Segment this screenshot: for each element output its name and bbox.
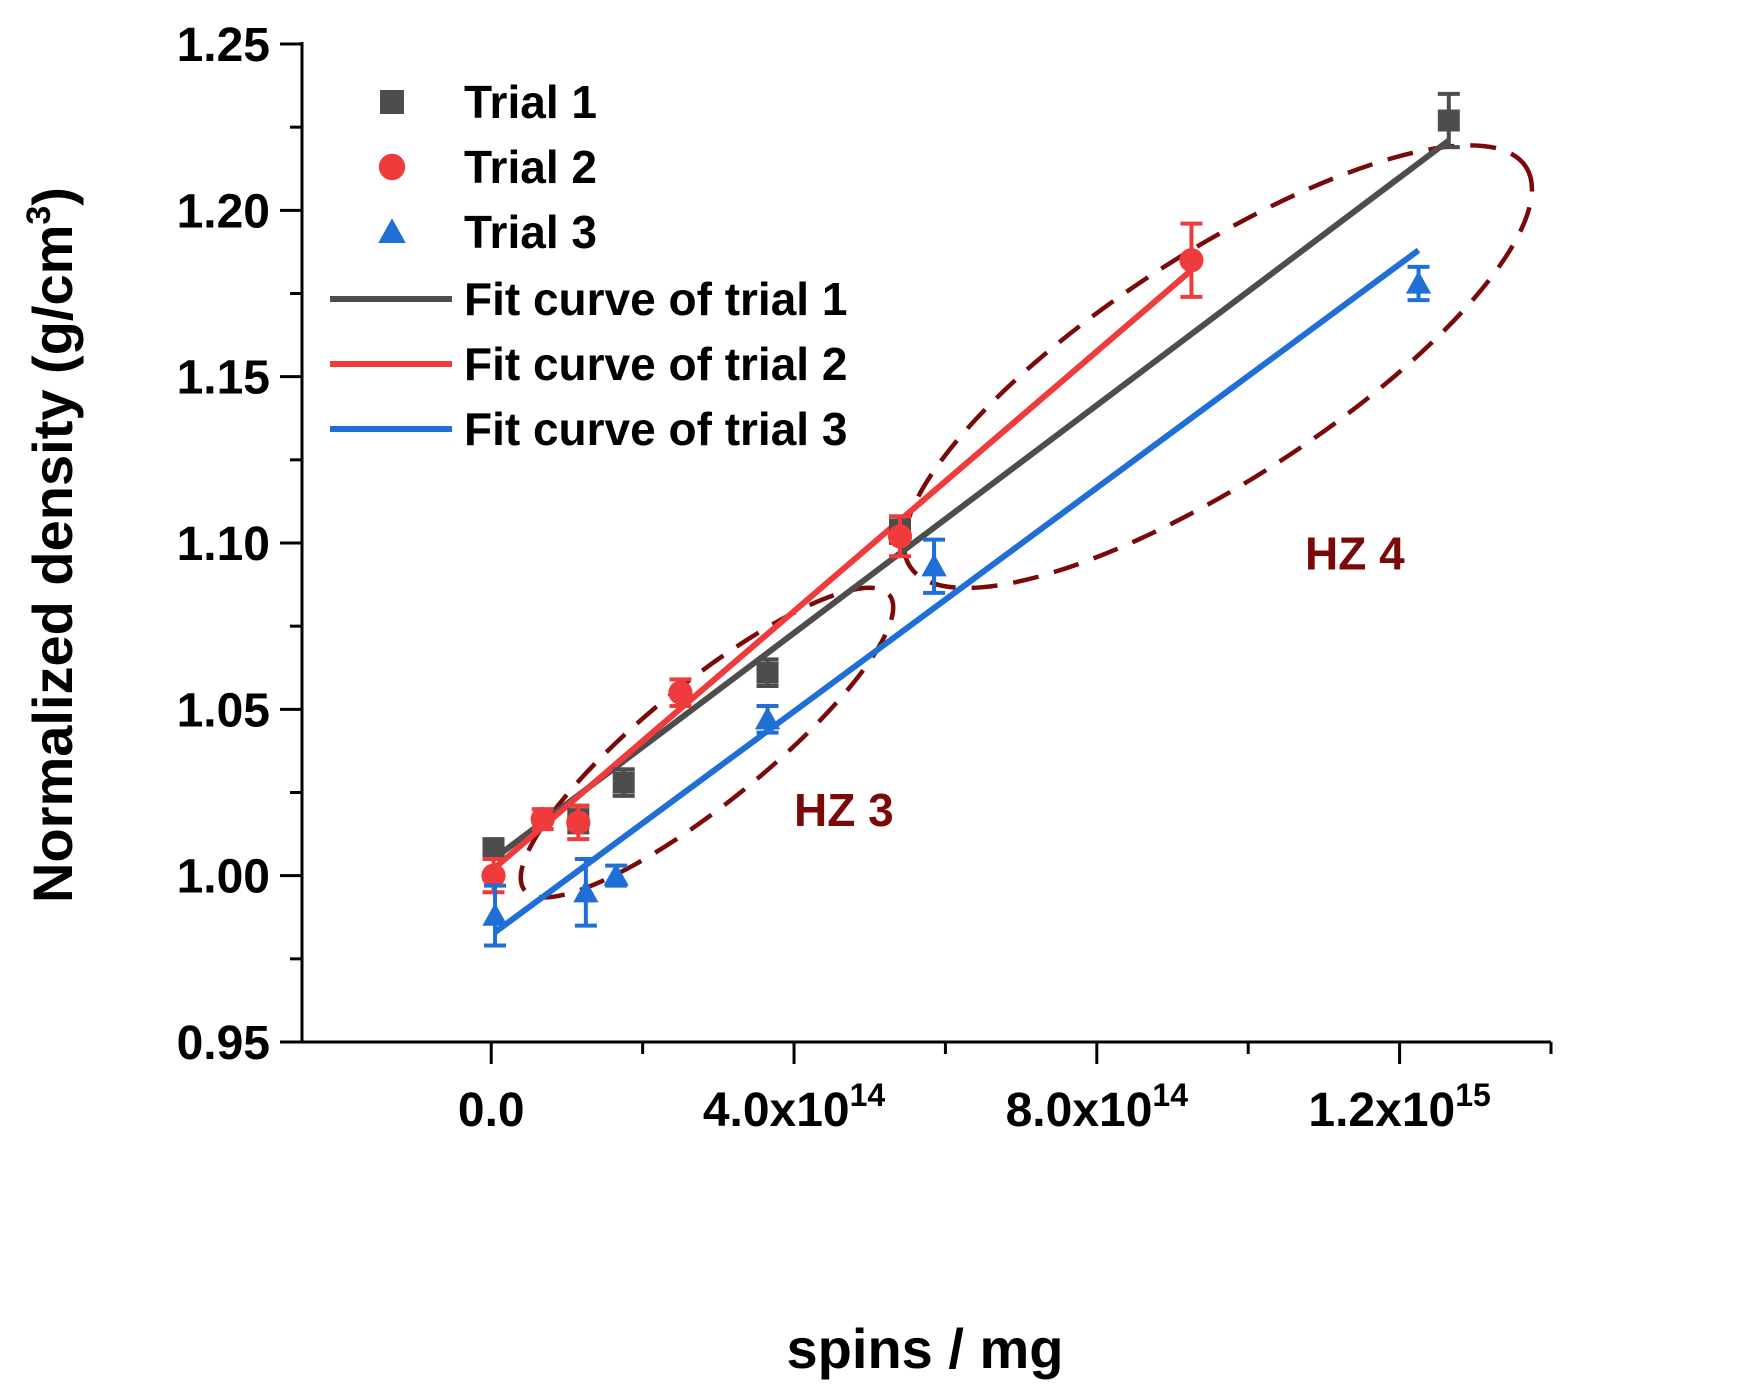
point-trial-2-4 [668, 677, 693, 709]
x-tick-label-base: 1.2x10 [1308, 1084, 1455, 1137]
triangle-marker [603, 863, 629, 886]
legend-label: Trial 3 [464, 206, 597, 258]
x-tick-label-exp: 14 [1152, 1077, 1188, 1113]
x-tick-label-base: 8.0x10 [1006, 1084, 1153, 1137]
y-tick-label: 1.00 [177, 851, 270, 904]
legend-label: Trial 2 [464, 141, 597, 193]
y-tick-label: 1.20 [177, 185, 270, 238]
point-trial-1-4 [756, 657, 779, 689]
x-tick-label: 1.2x1015 [1308, 1077, 1490, 1137]
y-tick-label: 1.10 [177, 518, 270, 571]
y-axis-title-sup: 3 [20, 206, 58, 225]
triangle-marker [754, 706, 781, 730]
point-trial-2-6 [1179, 221, 1204, 299]
circle-marker [668, 680, 693, 705]
legend-square-marker [380, 90, 404, 114]
x-tick-label: 0.0 [458, 1084, 525, 1137]
legend-item-fit-3: Fit curve of trial 3 [330, 403, 847, 455]
zones-layer: HZ 3 HZ 4 [518, 143, 1535, 900]
point-trial-1-1 [482, 837, 505, 862]
zone-ellipse-2 [901, 143, 1535, 591]
point-trial-1-3 [612, 767, 635, 798]
circle-marker [1179, 248, 1204, 273]
x-tick-label-base: 4.0x10 [703, 1084, 850, 1137]
legend-label: Fit curve of trial 1 [464, 273, 847, 325]
fits-layer [491, 138, 1451, 935]
point-trial-3-1 [482, 883, 508, 948]
fit-line-trial-1 [491, 138, 1451, 862]
fit-line-trial-2 [491, 267, 1194, 872]
point-trial-3-5 [921, 537, 947, 595]
legend-triangle-marker [378, 218, 406, 244]
y-tick-label: 1.15 [177, 352, 270, 405]
zone-ellipse-1 [518, 585, 896, 900]
x-tick-label-base: 0.0 [458, 1084, 525, 1137]
legend-label: Fit curve of trial 2 [464, 338, 847, 390]
point-trial-3-3 [603, 863, 629, 888]
circle-marker [566, 810, 591, 835]
triangle-marker [482, 902, 508, 926]
y-tick-label: 1.25 [177, 19, 270, 72]
point-trial-2-5 [887, 514, 913, 559]
point-trial-3-4 [754, 704, 781, 735]
x-axis-title: spins / mg [787, 1317, 1064, 1380]
point-trial-2-3 [566, 803, 591, 842]
circle-marker [887, 524, 913, 549]
x-tick-label: 4.0x1014 [703, 1077, 886, 1137]
triangle-marker [573, 879, 599, 903]
square-marker [756, 661, 779, 684]
legend-item-trial-1: Trial 1 [380, 76, 597, 128]
y-axis-title: Normalized density (g/cm3) [20, 187, 84, 903]
triangle-marker [1405, 270, 1432, 294]
y-axis-title-main: Normalized density (g/cm [21, 225, 84, 903]
point-trial-3-2 [573, 857, 599, 928]
points-layer [481, 91, 1460, 948]
circle-marker [481, 863, 506, 888]
legend: Trial 1 Trial 2 Trial 3 Fit curve of trial … [330, 76, 847, 455]
x-tick-label-exp: 14 [850, 1077, 886, 1113]
point-trial-3-6 [1405, 264, 1432, 303]
y-tick-label: 1.05 [177, 684, 270, 737]
legend-label: Trial 1 [464, 76, 597, 128]
zone-label-2: HZ 4 [1305, 528, 1405, 580]
legend-item-fit-2: Fit curve of trial 2 [330, 338, 847, 390]
circle-marker [530, 807, 555, 832]
x-tick-label: 8.0x1014 [1006, 1077, 1189, 1137]
point-trial-1-6 [1437, 91, 1460, 150]
square-marker [1437, 109, 1460, 132]
square-marker [482, 838, 505, 861]
y-tick-label: 0.95 [177, 1017, 270, 1070]
zone-label-1: HZ 3 [794, 784, 894, 836]
x-tick-label-exp: 15 [1455, 1077, 1491, 1113]
square-marker [612, 771, 635, 794]
point-trial-2-2 [530, 807, 555, 832]
legend-circle-marker [378, 153, 406, 181]
axes-layer: 0.951.001.051.101.151.201.250.0 4.0x1014 8… [177, 19, 1553, 1137]
legend-item-fit-1: Fit curve of trial 1 [330, 273, 847, 325]
triangle-marker [921, 553, 947, 577]
legend-item-trial-3: Trial 3 [378, 206, 597, 258]
y-axis-title-close: ) [21, 187, 84, 206]
legend-label: Fit curve of trial 3 [464, 403, 847, 455]
legend-item-trial-2: Trial 2 [378, 141, 597, 193]
fit-line-trial-3 [493, 247, 1421, 935]
